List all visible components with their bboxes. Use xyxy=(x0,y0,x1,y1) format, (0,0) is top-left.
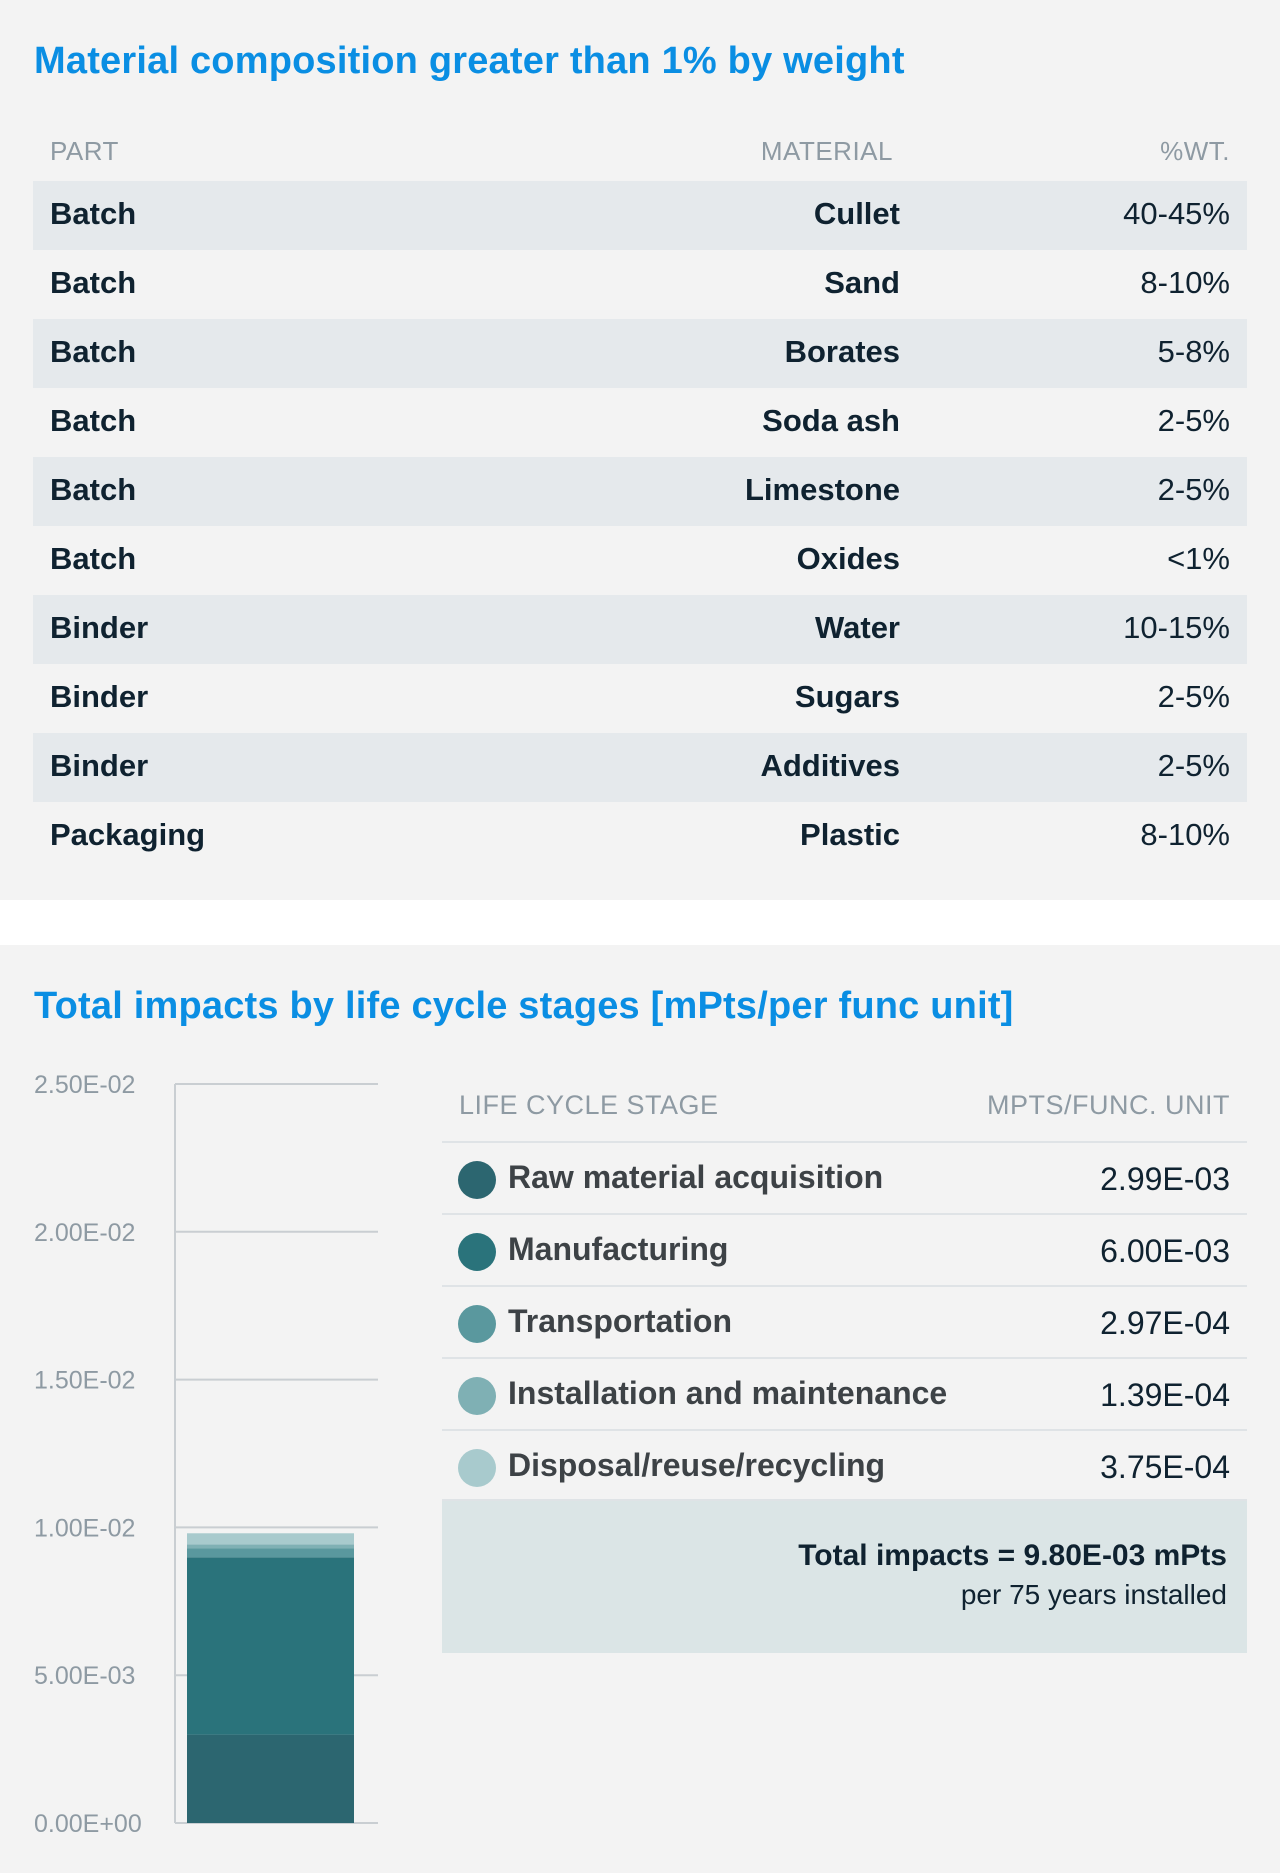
y-tick-label: 2.00E-02 xyxy=(34,1219,135,1247)
cell-weight: 2-5% xyxy=(1157,679,1230,714)
header-material: MATERIAL xyxy=(760,136,893,166)
y-tick-label: 1.00E-02 xyxy=(34,1514,135,1542)
table-row: Batch Borates 5-8% xyxy=(33,319,1247,388)
bar-segment xyxy=(187,1544,354,1549)
stage-name: Installation and maintenance xyxy=(508,1375,948,1411)
cell-weight: 2-5% xyxy=(1157,748,1230,783)
legend-swatch xyxy=(458,1449,496,1487)
stage-name: Raw material acquisition xyxy=(508,1159,884,1195)
stacked-bar-chart: 0.00E+00 5.00E-03 1.00E-02 1.50E-02 2.00E-02… xyxy=(34,1071,378,1838)
stage-name: Transportation xyxy=(508,1303,733,1339)
stage-name: Manufacturing xyxy=(508,1231,729,1267)
header-part: PART xyxy=(50,136,119,166)
impacts-panel: Total impacts by life cycle stages [mPts… xyxy=(0,945,1280,1873)
stage-value: 2.97E-04 xyxy=(1100,1305,1230,1341)
total-impacts-period: per 75 years installed xyxy=(960,1579,1227,1610)
list-item: Manufacturing 6.00E-03 xyxy=(442,1213,1247,1285)
y-tick-label: 5.00E-03 xyxy=(34,1662,135,1690)
cell-weight: <1% xyxy=(1167,541,1230,576)
total-impacts-value: Total impacts = 9.80E-03 mPts xyxy=(798,1539,1227,1572)
cell-part: Batch xyxy=(50,541,137,576)
bar-segment xyxy=(187,1533,354,1545)
total-impacts-box: Total impacts = 9.80E-03 mPts per 75 yea… xyxy=(442,1501,1247,1653)
cell-part: Batch xyxy=(50,403,137,438)
bar-segment xyxy=(187,1548,354,1558)
cell-material: Oxides xyxy=(796,541,900,576)
cell-weight: 2-5% xyxy=(1157,472,1230,507)
table-row: Binder Sugars 2-5% xyxy=(33,664,1247,733)
y-tick-label: 0.00E+00 xyxy=(34,1810,142,1838)
cell-part: Batch xyxy=(50,334,137,369)
list-item: Disposal/reuse/recycling 3.75E-04 xyxy=(442,1429,1247,1501)
list-item: Installation and maintenance 1.39E-04 xyxy=(442,1357,1247,1429)
cell-part: Binder xyxy=(50,610,149,645)
stage-name: Disposal/reuse/recycling xyxy=(508,1447,886,1483)
cell-part: Batch xyxy=(50,265,137,300)
legend-swatch xyxy=(458,1305,496,1343)
bar-segment xyxy=(187,1557,354,1735)
cell-material: Plastic xyxy=(800,817,900,852)
table-row: Batch Soda ash 2-5% xyxy=(33,388,1247,457)
header-weight: %WT. xyxy=(1160,136,1230,166)
table-row: Batch Cullet 40-45% xyxy=(33,181,1247,250)
cell-part: Packaging xyxy=(50,817,206,852)
header-unit: MPTS/FUNC. UNIT xyxy=(987,1090,1230,1120)
table-row: Binder Additives 2-5% xyxy=(33,733,1247,802)
cell-part: Batch xyxy=(50,196,137,231)
table-row: Packaging Plastic 8-10% xyxy=(33,802,1247,871)
stage-value: 1.39E-04 xyxy=(1100,1377,1230,1413)
cell-part: Binder xyxy=(50,748,149,783)
list-item: Transportation 2.97E-04 xyxy=(442,1285,1247,1357)
composition-title: Material composition greater than 1% by … xyxy=(34,40,905,82)
impacts-title: Total impacts by life cycle stages [mPts… xyxy=(34,985,1014,1027)
cell-weight: 10-15% xyxy=(1123,610,1230,645)
table-row: Binder Water 10-15% xyxy=(33,595,1247,664)
cell-material: Limestone xyxy=(744,472,900,507)
cell-part: Batch xyxy=(50,472,137,507)
cell-material: Sand xyxy=(824,265,900,300)
composition-table: Batch Cullet 40-45% Batch Sand 8-10% Batch Bora… xyxy=(33,181,1247,871)
legend-swatch xyxy=(458,1161,496,1199)
stage-value: 6.00E-03 xyxy=(1100,1233,1230,1269)
table-row: Batch Sand 8-10% xyxy=(33,250,1247,319)
stage-table: Raw material acquisition 2.99E-03 Manufact… xyxy=(442,1141,1247,1501)
cell-material: Cullet xyxy=(813,196,900,231)
header-life-cycle-stage: LIFE CYCLE STAGE xyxy=(459,1090,719,1120)
bar-segment xyxy=(187,1734,354,1823)
composition-panel: Material composition greater than 1% by … xyxy=(0,0,1280,900)
cell-part: Binder xyxy=(50,679,149,714)
cell-weight: 8-10% xyxy=(1140,817,1230,852)
cell-weight: 5-8% xyxy=(1157,334,1230,369)
table-row: Batch Limestone 2-5% xyxy=(33,457,1247,526)
stage-value: 2.99E-03 xyxy=(1100,1161,1230,1197)
cell-weight: 40-45% xyxy=(1123,196,1230,231)
y-tick-label: 2.50E-02 xyxy=(34,1071,135,1099)
y-tick-label: 1.50E-02 xyxy=(34,1367,135,1395)
cell-material: Sugars xyxy=(794,679,900,714)
cell-material: Soda ash xyxy=(762,403,900,438)
cell-weight: 8-10% xyxy=(1140,265,1230,300)
stage-value: 3.75E-04 xyxy=(1100,1449,1230,1485)
cell-material: Water xyxy=(815,610,900,645)
cell-material: Additives xyxy=(760,748,900,783)
cell-weight: 2-5% xyxy=(1157,403,1230,438)
legend-swatch xyxy=(458,1377,496,1415)
legend-swatch xyxy=(458,1233,496,1271)
table-row: Batch Oxides <1% xyxy=(33,526,1247,595)
cell-material: Borates xyxy=(784,334,900,369)
list-item: Raw material acquisition 2.99E-03 xyxy=(442,1141,1247,1213)
